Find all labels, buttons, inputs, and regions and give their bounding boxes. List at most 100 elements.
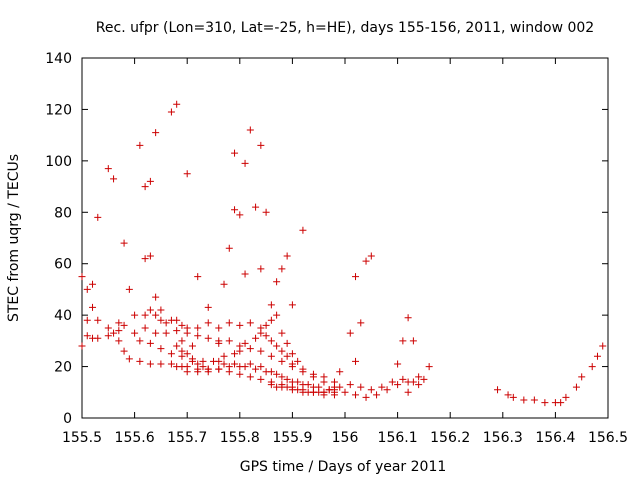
data-point	[294, 357, 302, 365]
data-point	[78, 342, 86, 350]
data-point	[110, 175, 118, 183]
data-point	[378, 383, 386, 391]
data-point	[231, 206, 239, 214]
data-point	[262, 321, 270, 329]
data-point	[199, 363, 207, 371]
data-point	[231, 149, 239, 157]
data-point	[120, 347, 128, 355]
data-point	[336, 383, 344, 391]
data-point	[241, 339, 249, 347]
data-point	[267, 316, 275, 324]
y-tick-label: 20	[54, 360, 72, 376]
data-point	[157, 316, 165, 324]
data-point	[336, 368, 344, 376]
data-point	[399, 337, 407, 345]
data-point	[572, 383, 580, 391]
data-point	[320, 373, 328, 381]
x-tick-label: 155.8	[220, 430, 260, 446]
data-point	[204, 303, 212, 311]
data-point	[288, 301, 296, 309]
data-point	[299, 381, 307, 389]
data-point	[183, 170, 191, 178]
data-point	[262, 332, 270, 340]
data-point	[178, 321, 186, 329]
y-tick-label: 80	[54, 205, 72, 221]
data-point	[104, 332, 112, 340]
data-point	[146, 306, 154, 314]
data-point	[257, 363, 265, 371]
data-point	[141, 183, 149, 191]
data-point	[78, 273, 86, 281]
data-point	[373, 391, 381, 399]
data-point	[225, 337, 233, 345]
data-point	[225, 244, 233, 252]
data-point	[283, 375, 291, 383]
data-point	[541, 399, 549, 407]
data-point	[167, 360, 175, 368]
data-point	[136, 141, 144, 149]
chart-title: Rec. ufpr (Lon=310, Lat=-25, h=HE), days…	[96, 20, 594, 36]
data-point	[404, 388, 412, 396]
data-point	[136, 357, 144, 365]
data-point	[415, 373, 423, 381]
y-tick-label: 60	[54, 257, 72, 273]
y-tick-label: 100	[45, 154, 72, 170]
data-point	[194, 332, 202, 340]
data-point	[273, 370, 281, 378]
data-point	[283, 383, 291, 391]
data-point	[167, 108, 175, 116]
data-point	[394, 360, 402, 368]
axis-ticks	[81, 57, 609, 419]
data-point	[115, 319, 123, 327]
data-point	[578, 373, 586, 381]
data-point	[162, 329, 170, 337]
data-point	[252, 334, 260, 342]
data-point	[115, 337, 123, 345]
data-point	[183, 329, 191, 337]
data-point	[278, 347, 286, 355]
x-tick-label: 155.7	[167, 430, 207, 446]
x-tick-label: 155.6	[115, 430, 155, 446]
data-point	[183, 350, 191, 358]
data-point	[194, 324, 202, 332]
data-point	[83, 316, 91, 324]
data-point	[357, 319, 365, 327]
data-point	[294, 386, 302, 394]
data-point	[215, 339, 223, 347]
data-point	[141, 311, 149, 319]
data-point	[220, 280, 228, 288]
data-point	[178, 337, 186, 345]
data-point	[146, 360, 154, 368]
data-point	[267, 352, 275, 360]
data-point	[283, 252, 291, 260]
data-point	[236, 321, 244, 329]
data-point	[352, 273, 360, 281]
data-point	[173, 327, 181, 335]
data-point	[252, 203, 260, 211]
data-point	[89, 303, 97, 311]
data-point	[320, 388, 328, 396]
data-point	[220, 352, 228, 360]
data-point	[267, 337, 275, 345]
data-point	[94, 316, 102, 324]
data-point	[404, 314, 412, 322]
data-point	[262, 208, 270, 216]
data-point	[367, 386, 375, 394]
data-point	[167, 316, 175, 324]
data-point	[299, 226, 307, 234]
data-point	[188, 357, 196, 365]
data-point	[162, 319, 170, 327]
y-tick-label: 140	[45, 51, 72, 67]
data-point	[409, 378, 417, 386]
data-point	[146, 177, 154, 185]
data-point	[599, 342, 607, 350]
data-point	[225, 363, 233, 371]
x-tick-label: 156.4	[535, 430, 575, 446]
data-point	[267, 301, 275, 309]
data-point	[194, 360, 202, 368]
data-point	[231, 350, 239, 358]
data-point	[194, 273, 202, 281]
data-point	[394, 381, 402, 389]
data-point	[346, 381, 354, 389]
x-tick-label: 155.9	[272, 430, 312, 446]
